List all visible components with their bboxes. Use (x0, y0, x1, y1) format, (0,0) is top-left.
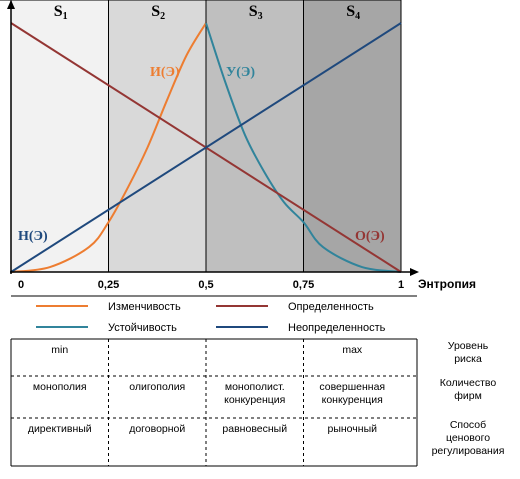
table-row-header-3: ценового (446, 432, 490, 444)
curve-label-4: Н(Э) (18, 229, 48, 244)
table-cell-2-4: совершенная (319, 381, 385, 393)
table-row-header-1: риска (454, 353, 482, 365)
legend-text-1: Изменчивость (108, 301, 181, 313)
stage-band-4 (303, 0, 401, 272)
y-axis-arrow (7, 0, 15, 9)
stage-band-1 (11, 0, 109, 272)
curve-labels: И(Э) У(Э) О(Э) Н(Э) (18, 65, 385, 244)
table-row-header-2: Количество (440, 377, 497, 389)
table-cell-2-3: конкуренция (224, 394, 285, 406)
table-cell-2-1: монополия (33, 381, 87, 393)
table-cell-2-4: конкуренция (322, 394, 383, 406)
x-tick-label-1: 0 (18, 279, 24, 291)
series-line-2 (205, 22, 402, 273)
curve-label-3: О(Э) (355, 229, 385, 244)
x-axis-arrow (410, 268, 419, 276)
x-tick-label-3: 0,5 (198, 279, 213, 291)
table-row-header-2: фирм (454, 390, 482, 402)
curve-label-1: И(Э) (150, 65, 180, 80)
table-cell-2-3: монополист. (225, 381, 285, 393)
series-lines (10, 22, 402, 273)
axes (7, 0, 419, 276)
table-cell-3-3: равновесный (222, 423, 287, 435)
x-tick-label-5: 1 (398, 279, 404, 291)
x-tick-label-4: 0,75 (293, 279, 314, 291)
stage-band-2 (108, 0, 206, 272)
stage-bands (0, 0, 402, 272)
legend-text-3: Устойчивость (108, 322, 177, 334)
legend-text-2: Определенность (288, 301, 374, 313)
table-row-header-3: регулирования (432, 445, 505, 457)
table-cell-1-1: min (51, 344, 68, 356)
table-cell-3-4: рыночный (328, 423, 378, 435)
table-cell-3-1: директивный (28, 423, 92, 435)
table-cell-3-2: договорной (129, 423, 185, 435)
x-tick-labels: 0 0,25 0,5 0,75 1 (18, 279, 404, 291)
x-axis-title: Энтропия (418, 277, 476, 291)
legend: Изменчивость Определенность Устойчивость Не… (11, 295, 417, 334)
series-line-1 (10, 22, 207, 273)
legend-text-4: Неопределенность (288, 322, 386, 334)
series-line-4 (10, 22, 402, 273)
table-row-header-1: Уровень (448, 340, 489, 352)
stage-band-3 (206, 0, 304, 272)
curve-label-2: У(Э) (226, 65, 255, 80)
table-row-header-3: Способ (450, 419, 486, 431)
x-tick-label-2: 0,25 (98, 279, 119, 291)
table-cell-1-4: max (342, 344, 363, 356)
table-cell-2-2: олигополия (129, 381, 185, 393)
